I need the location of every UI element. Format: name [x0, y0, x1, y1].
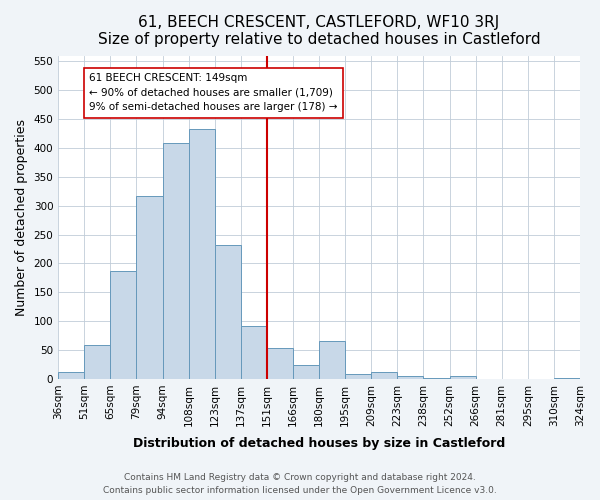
Bar	[58, 372, 84, 379]
Title: 61, BEECH CRESCENT, CASTLEFORD, WF10 3RJ
Size of property relative to detached h: 61, BEECH CRESCENT, CASTLEFORD, WF10 3RJ…	[98, 15, 541, 48]
Bar	[188, 130, 215, 379]
Bar	[424, 378, 449, 379]
Bar	[136, 196, 163, 379]
Bar	[554, 378, 580, 379]
Bar	[110, 271, 136, 379]
Y-axis label: Number of detached properties: Number of detached properties	[15, 118, 28, 316]
Bar	[267, 348, 293, 379]
Bar	[319, 342, 345, 379]
Bar	[241, 326, 267, 379]
Bar	[293, 365, 319, 379]
Text: 61 BEECH CRESCENT: 149sqm
← 90% of detached houses are smaller (1,709)
9% of sem: 61 BEECH CRESCENT: 149sqm ← 90% of detac…	[89, 73, 338, 112]
Bar	[345, 374, 371, 379]
Bar	[371, 372, 397, 379]
X-axis label: Distribution of detached houses by size in Castleford: Distribution of detached houses by size …	[133, 437, 505, 450]
Text: Contains HM Land Registry data © Crown copyright and database right 2024.
Contai: Contains HM Land Registry data © Crown c…	[103, 474, 497, 495]
Bar	[84, 346, 110, 379]
Bar	[163, 144, 188, 379]
Bar	[397, 376, 424, 379]
Bar	[215, 245, 241, 379]
Bar	[449, 376, 476, 379]
